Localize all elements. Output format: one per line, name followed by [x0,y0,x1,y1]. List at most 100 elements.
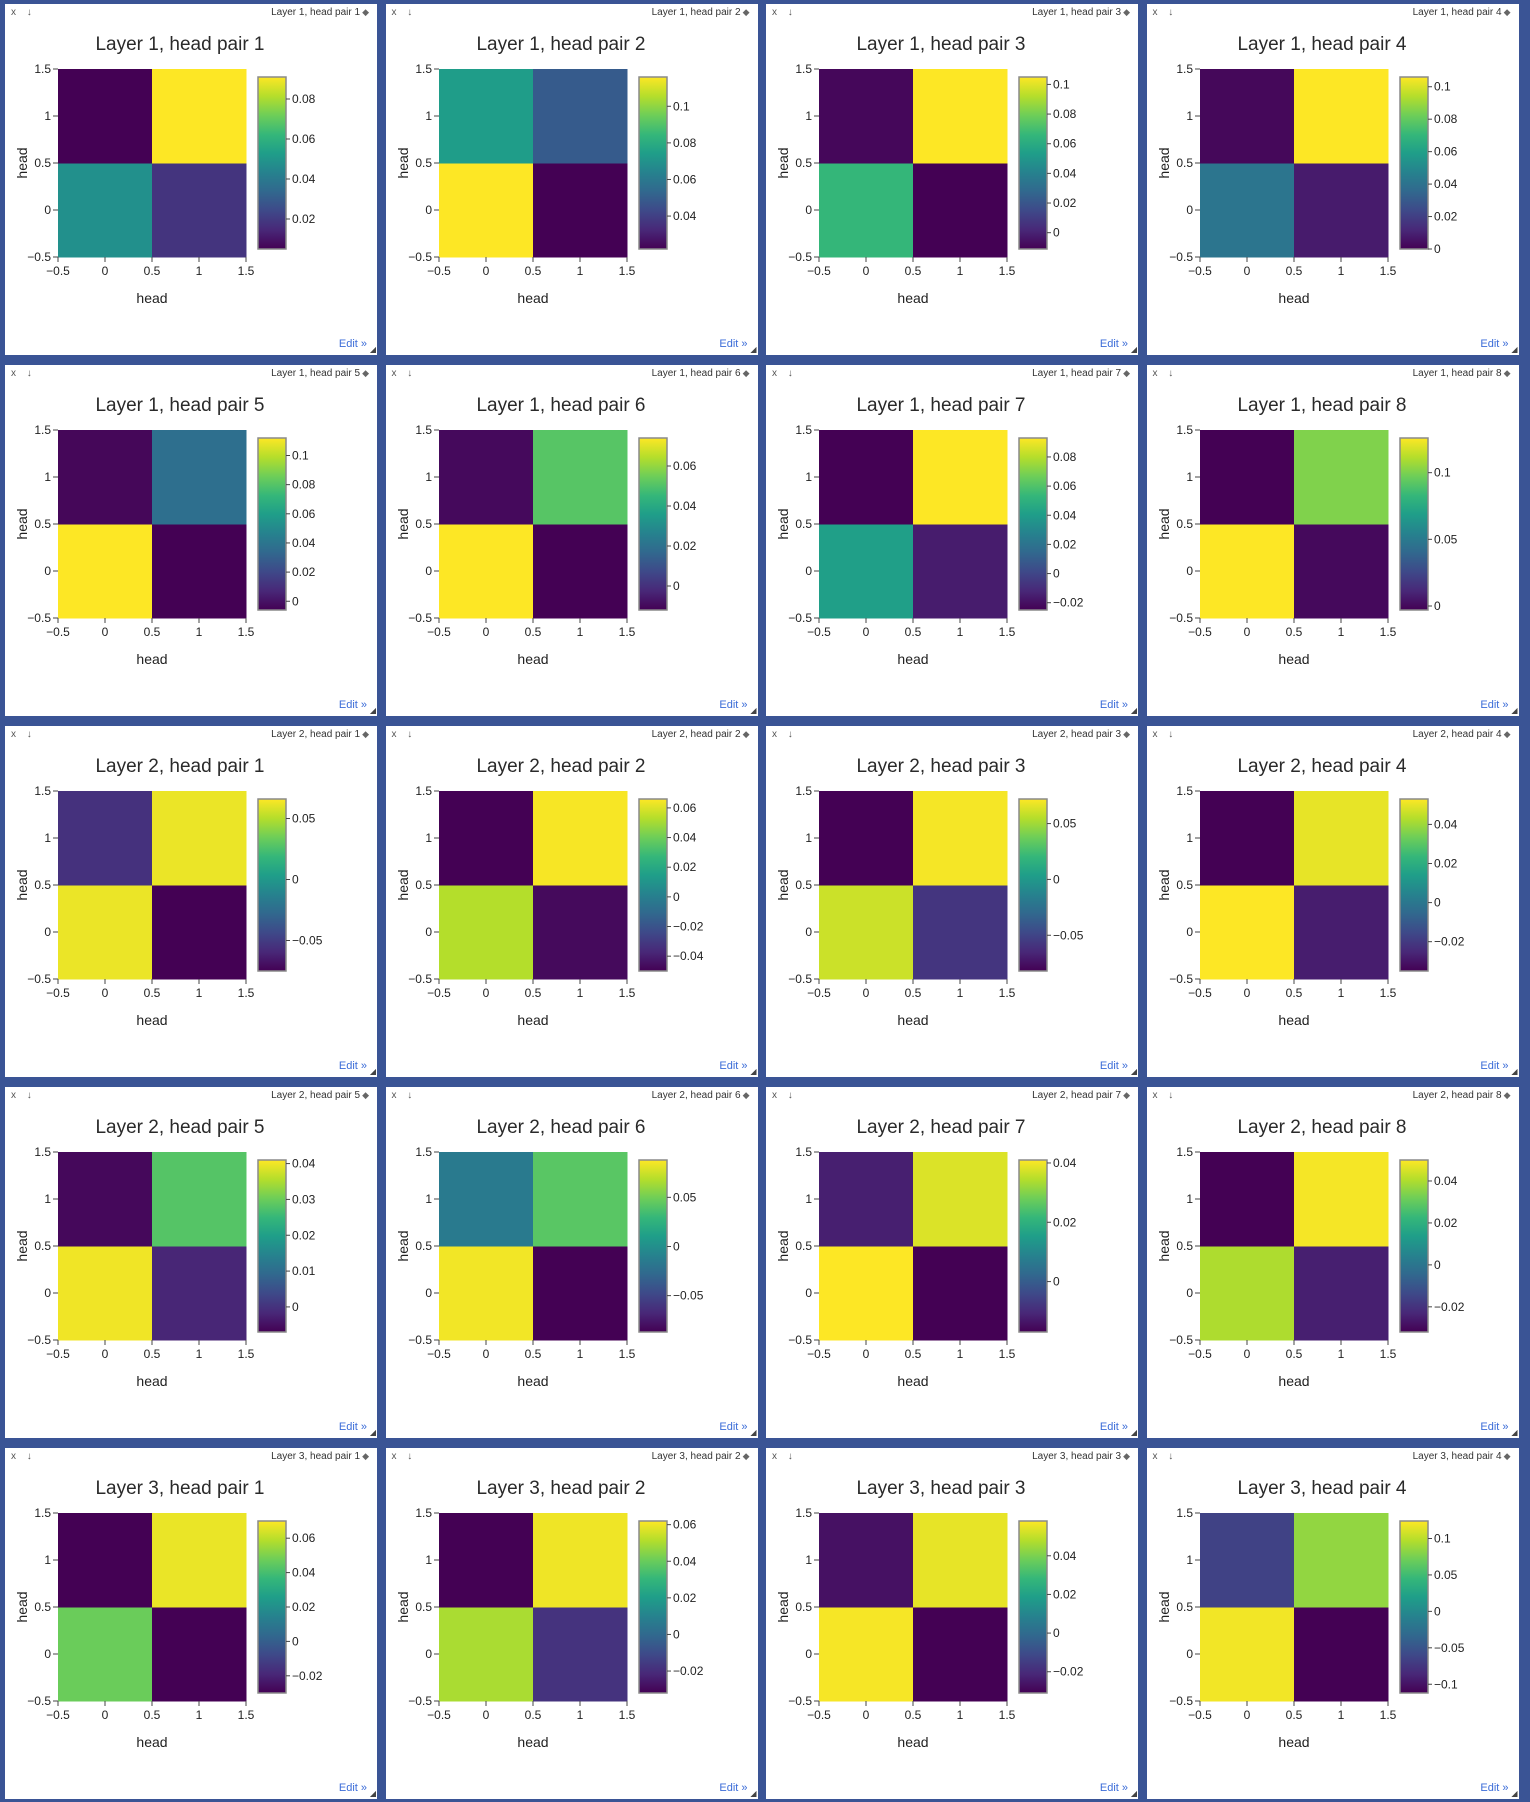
heatmap-cell[interactable] [58,524,153,619]
resize-corner-icon[interactable]: ◢ [1130,345,1137,354]
heatmap-cell[interactable] [1293,1152,1389,1247]
heatmap-cell[interactable] [1293,1513,1389,1608]
heatmap-cell[interactable] [152,1246,247,1341]
heatmap-cell[interactable] [913,1152,1008,1247]
heatmap-cell[interactable] [532,163,628,258]
heatmap-cell[interactable] [1293,163,1389,258]
edit-link[interactable]: Edit » [719,1782,748,1794]
heatmap-cell[interactable] [819,430,914,525]
heatmap-cell[interactable] [152,69,247,164]
heatmap-cell[interactable] [438,69,534,164]
edit-link[interactable]: Edit » [719,1421,748,1433]
edit-link[interactable]: Edit » [1099,1782,1128,1794]
heatmap-cell[interactable] [819,1513,914,1608]
resize-corner-icon[interactable]: ◢ [1511,345,1518,354]
heatmap-cell[interactable] [819,885,914,980]
heatmap-cell[interactable] [1199,1246,1295,1341]
edit-link[interactable]: Edit » [1480,338,1509,350]
heatmap-cell[interactable] [819,1607,914,1702]
window-controls[interactable]: x ↓ [391,368,417,379]
heatmap-cell[interactable] [1199,1152,1295,1247]
resize-corner-icon[interactable]: ◢ [750,706,757,715]
heatmap-cell[interactable] [58,885,153,980]
resize-corner-icon[interactable]: ◢ [1130,1067,1137,1076]
heatmap-cell[interactable] [913,524,1008,619]
heatmap-cell[interactable] [438,1607,534,1702]
heatmap-cell[interactable] [1293,1246,1389,1341]
heatmap-cell[interactable] [152,163,247,258]
heatmap-cell[interactable] [152,1513,247,1608]
window-controls[interactable]: x ↓ [1152,7,1178,18]
resize-corner-icon[interactable]: ◢ [1130,706,1137,715]
heatmap-cell[interactable] [532,1513,628,1608]
heatmap-cell[interactable] [532,430,628,525]
resize-corner-icon[interactable]: ◢ [369,1789,376,1798]
heatmap-cell[interactable] [438,885,534,980]
heatmap-cell[interactable] [532,791,628,886]
resize-corner-icon[interactable]: ◢ [369,1067,376,1076]
window-controls[interactable]: x ↓ [11,7,36,18]
heatmap-cell[interactable] [913,1513,1008,1608]
heatmap-cell[interactable] [1199,885,1295,980]
heatmap-cell[interactable] [819,1152,914,1247]
window-controls[interactable]: x ↓ [772,368,797,379]
resize-corner-icon[interactable]: ◢ [369,706,376,715]
heatmap-cell[interactable] [532,1152,628,1247]
heatmap-cell[interactable] [152,885,247,980]
window-controls[interactable]: x ↓ [772,7,797,18]
heatmap-cell[interactable] [152,430,247,525]
heatmap-cell[interactable] [913,163,1008,258]
edit-link[interactable]: Edit » [338,699,367,711]
heatmap-cell[interactable] [438,524,534,619]
heatmap-cell[interactable] [913,69,1008,164]
window-controls[interactable]: x ↓ [391,729,417,740]
window-controls[interactable]: x ↓ [391,1090,417,1101]
edit-link[interactable]: Edit » [1480,1060,1509,1072]
heatmap-cell[interactable] [152,791,247,886]
heatmap-cell[interactable] [58,1152,153,1247]
resize-corner-icon[interactable]: ◢ [750,1067,757,1076]
heatmap-cell[interactable] [58,163,153,258]
resize-corner-icon[interactable]: ◢ [750,345,757,354]
heatmap-cell[interactable] [532,69,628,164]
edit-link[interactable]: Edit » [338,1060,367,1072]
heatmap-cell[interactable] [438,163,534,258]
window-controls[interactable]: x ↓ [11,1451,36,1462]
window-controls[interactable]: x ↓ [391,7,417,18]
heatmap-cell[interactable] [58,69,153,164]
heatmap-cell[interactable] [438,1246,534,1341]
heatmap-cell[interactable] [913,1607,1008,1702]
window-controls[interactable]: x ↓ [772,1451,797,1462]
heatmap-cell[interactable] [532,1607,628,1702]
heatmap-cell[interactable] [819,524,914,619]
heatmap-cell[interactable] [1199,791,1295,886]
heatmap-cell[interactable] [532,885,628,980]
heatmap-cell[interactable] [438,430,534,525]
edit-link[interactable]: Edit » [1099,699,1128,711]
heatmap-cell[interactable] [1293,885,1389,980]
edit-link[interactable]: Edit » [338,338,367,350]
heatmap-cell[interactable] [819,163,914,258]
window-controls[interactable]: x ↓ [1152,1090,1178,1101]
heatmap-cell[interactable] [913,430,1008,525]
resize-corner-icon[interactable]: ◢ [1511,1789,1518,1798]
resize-corner-icon[interactable]: ◢ [750,1428,757,1437]
heatmap-cell[interactable] [1293,1607,1389,1702]
resize-corner-icon[interactable]: ◢ [1130,1789,1137,1798]
heatmap-cell[interactable] [58,1246,153,1341]
heatmap-cell[interactable] [58,1513,153,1608]
resize-corner-icon[interactable]: ◢ [369,1428,376,1437]
edit-link[interactable]: Edit » [1099,1060,1128,1072]
window-controls[interactable]: x ↓ [11,368,36,379]
heatmap-cell[interactable] [913,1246,1008,1341]
heatmap-cell[interactable] [1293,524,1389,619]
resize-corner-icon[interactable]: ◢ [750,1789,757,1798]
heatmap-cell[interactable] [152,1607,247,1702]
window-controls[interactable]: x ↓ [772,729,797,740]
resize-corner-icon[interactable]: ◢ [1511,1428,1518,1437]
window-controls[interactable]: x ↓ [391,1451,417,1462]
resize-corner-icon[interactable]: ◢ [1130,1428,1137,1437]
window-controls[interactable]: x ↓ [11,1090,36,1101]
edit-link[interactable]: Edit » [1099,1421,1128,1433]
heatmap-cell[interactable] [819,69,914,164]
